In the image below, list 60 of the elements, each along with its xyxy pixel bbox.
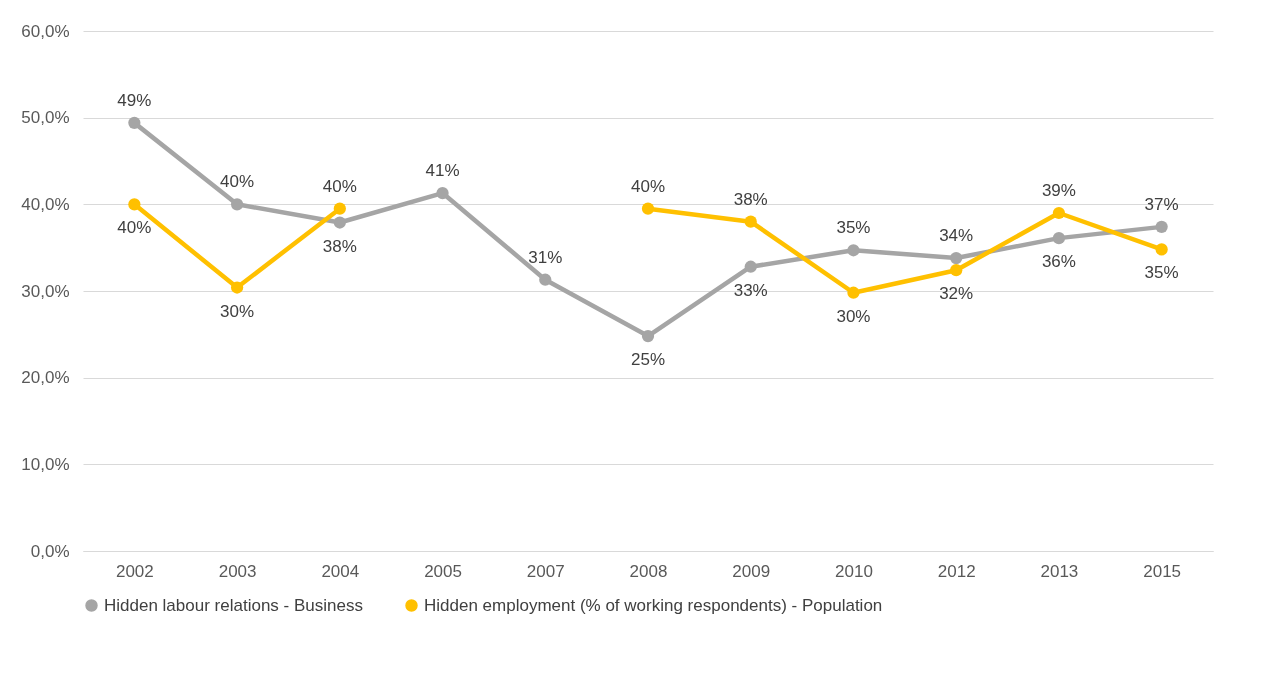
point xyxy=(1155,220,1168,233)
data-label: 35% xyxy=(1144,263,1179,283)
point xyxy=(1052,206,1066,220)
point xyxy=(1052,232,1066,245)
y-tick-label: 30,0% xyxy=(21,281,70,301)
x-tick-label: 2005 xyxy=(424,561,462,581)
x-tick-label: 2003 xyxy=(218,561,257,581)
data-label: 32% xyxy=(939,284,974,304)
point xyxy=(436,186,449,200)
point xyxy=(641,329,655,343)
data-label: 41% xyxy=(425,161,460,181)
data-label: 38% xyxy=(322,236,357,256)
data-label: 40% xyxy=(322,176,357,196)
data-label: 34% xyxy=(939,226,974,246)
point xyxy=(230,198,244,211)
data-label: 31% xyxy=(528,247,563,267)
y-tick-label: 50,0% xyxy=(21,108,70,128)
data-label: 35% xyxy=(836,218,871,238)
data-label: 40% xyxy=(220,172,255,192)
point xyxy=(333,202,346,215)
x-tick-label: 2009 xyxy=(732,561,771,581)
data-label: 40% xyxy=(117,218,152,238)
data-label: 40% xyxy=(630,176,666,196)
point xyxy=(847,286,860,299)
point xyxy=(230,281,244,294)
x-tick-label: 2013 xyxy=(1040,561,1079,581)
point xyxy=(744,260,757,273)
y-tick-label: 10,0% xyxy=(21,454,70,474)
point xyxy=(847,244,860,257)
y-tick-label: 20,0% xyxy=(21,368,70,388)
x-tick-label: 2004 xyxy=(321,561,360,581)
data-label: 38% xyxy=(733,189,768,209)
x-tick-label: 2007 xyxy=(526,561,565,581)
point xyxy=(950,251,963,265)
y-tick-label: 0,0% xyxy=(30,541,70,561)
y-tick-label: 40,0% xyxy=(21,194,70,214)
point xyxy=(950,264,963,277)
data-label: 33% xyxy=(733,280,768,300)
x-tick-label: 2008 xyxy=(629,561,668,581)
x-tick-label: 2010 xyxy=(835,561,873,581)
data-label: 30% xyxy=(836,306,871,326)
x-tick-label: 2015 xyxy=(1143,561,1182,581)
data-label: 25% xyxy=(630,350,666,370)
point xyxy=(1155,243,1168,256)
point xyxy=(744,215,757,228)
point xyxy=(333,216,346,229)
x-tick-label: 2012 xyxy=(937,561,976,581)
data-label: 49% xyxy=(117,90,152,110)
point xyxy=(539,273,552,286)
legend-label: Hidden labour relations - Business xyxy=(104,595,363,615)
x-tick-label: 2002 xyxy=(115,561,154,581)
y-tick-label: 60,0% xyxy=(21,21,70,41)
legend-label: Hidden employment (% of working respondents) - Population xyxy=(424,595,883,615)
data-label: 39% xyxy=(1041,181,1076,200)
data-label: 37% xyxy=(1144,194,1179,214)
point xyxy=(641,202,655,215)
point xyxy=(128,198,141,211)
point xyxy=(128,116,141,129)
data-label: 36% xyxy=(1041,252,1076,272)
data-label: 30% xyxy=(220,301,255,321)
